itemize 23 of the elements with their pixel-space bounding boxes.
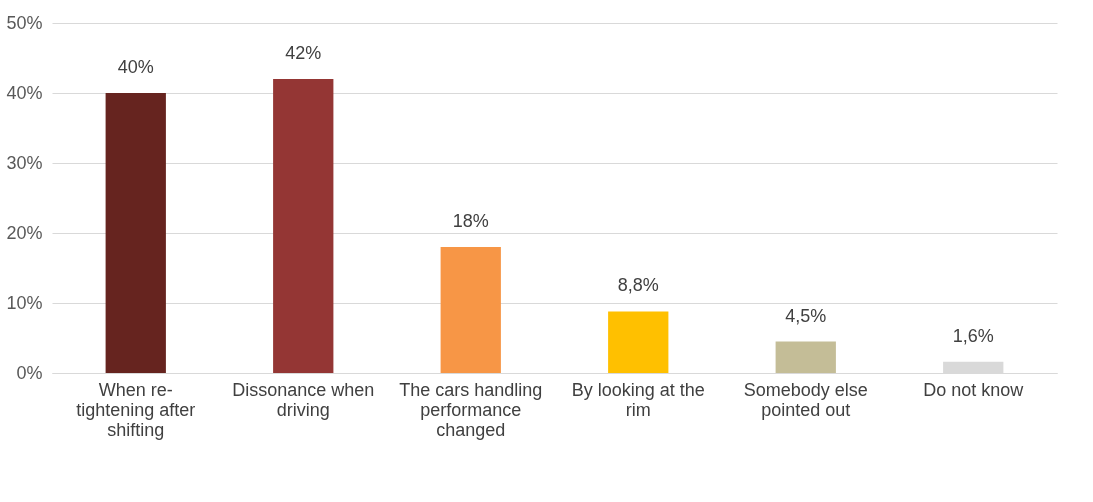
y-tick-label: 20% bbox=[6, 222, 43, 243]
y-tick-label: 0% bbox=[16, 362, 43, 383]
bar bbox=[608, 311, 669, 373]
x-tick-label: Dissonance when driving bbox=[232, 379, 375, 420]
x-tick-label: By looking at the rim bbox=[571, 379, 705, 420]
x-tick-label: The cars handling performance changed bbox=[399, 379, 543, 440]
y-tick-label: 30% bbox=[6, 152, 43, 173]
x-tick-label: Somebody else pointed out bbox=[743, 379, 868, 420]
bar bbox=[440, 247, 501, 373]
data-label: 8,8% bbox=[617, 275, 659, 296]
x-tick-label: Do not know bbox=[923, 379, 1025, 400]
data-label: 42% bbox=[285, 43, 322, 63]
x-tick-label: When re-tightening after shifting bbox=[76, 379, 196, 440]
bar bbox=[273, 79, 334, 373]
y-tick-label: 40% bbox=[6, 82, 43, 103]
y-tick-label: 10% bbox=[6, 292, 43, 313]
data-label: 4,5% bbox=[785, 305, 827, 326]
bar bbox=[775, 341, 836, 373]
y-tick-label: 50% bbox=[6, 12, 43, 33]
data-label: 40% bbox=[117, 57, 154, 77]
bar bbox=[105, 93, 166, 373]
data-label: 18% bbox=[452, 211, 489, 231]
data-label: 1,6% bbox=[952, 325, 994, 346]
